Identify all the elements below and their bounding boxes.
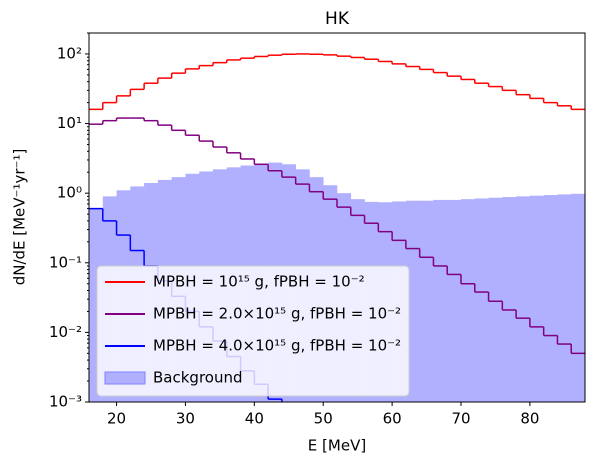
x-tick-label: 40 bbox=[245, 410, 264, 428]
y-tick-label: 10⁰ bbox=[57, 184, 82, 202]
background-bar bbox=[543, 195, 558, 402]
background-bar bbox=[447, 199, 462, 402]
legend-box bbox=[96, 265, 410, 397]
x-tick-label: 80 bbox=[520, 410, 539, 428]
x-tick-label: 60 bbox=[383, 410, 402, 428]
x-tick-label: 30 bbox=[176, 410, 195, 428]
x-tick-label: 20 bbox=[107, 410, 126, 428]
y-tick-label: 10¹ bbox=[57, 114, 82, 132]
background-bar bbox=[529, 195, 544, 402]
y-tick-label: 10⁻² bbox=[49, 323, 82, 341]
background-bar bbox=[571, 193, 585, 402]
background-bar bbox=[557, 194, 572, 402]
background-bar bbox=[433, 199, 448, 402]
plot-frame bbox=[88, 32, 586, 403]
background-bar bbox=[516, 196, 531, 402]
x-axis-label: E [MeV] bbox=[308, 437, 366, 455]
legend-label: Background bbox=[153, 369, 243, 387]
y-axis-label: dN/dE [MeV⁻¹yr⁻¹] bbox=[11, 149, 29, 286]
background-bar bbox=[419, 200, 434, 402]
background-bar bbox=[461, 199, 476, 402]
legend-label: MPBH = 2.0×10¹⁵ g, fPBH = 10⁻² bbox=[153, 305, 401, 323]
background-bar bbox=[502, 197, 517, 402]
background-bar bbox=[474, 198, 489, 402]
background-bar bbox=[488, 197, 503, 402]
y-tick-label: 10⁻³ bbox=[49, 393, 82, 411]
x-tick-label: 70 bbox=[451, 410, 470, 428]
legend-swatch bbox=[104, 371, 146, 385]
y-tick-label: 10² bbox=[57, 44, 82, 62]
chart-title: HK bbox=[325, 9, 350, 29]
y-tick-label: 10⁻¹ bbox=[49, 253, 82, 271]
legend-label: MPBH = 4.0×10¹⁵ g, fPBH = 10⁻² bbox=[153, 337, 401, 355]
x-tick-label: 50 bbox=[314, 410, 333, 428]
legend-label: MPBH = 10¹⁵ g, fPBH = 10⁻² bbox=[153, 273, 365, 291]
